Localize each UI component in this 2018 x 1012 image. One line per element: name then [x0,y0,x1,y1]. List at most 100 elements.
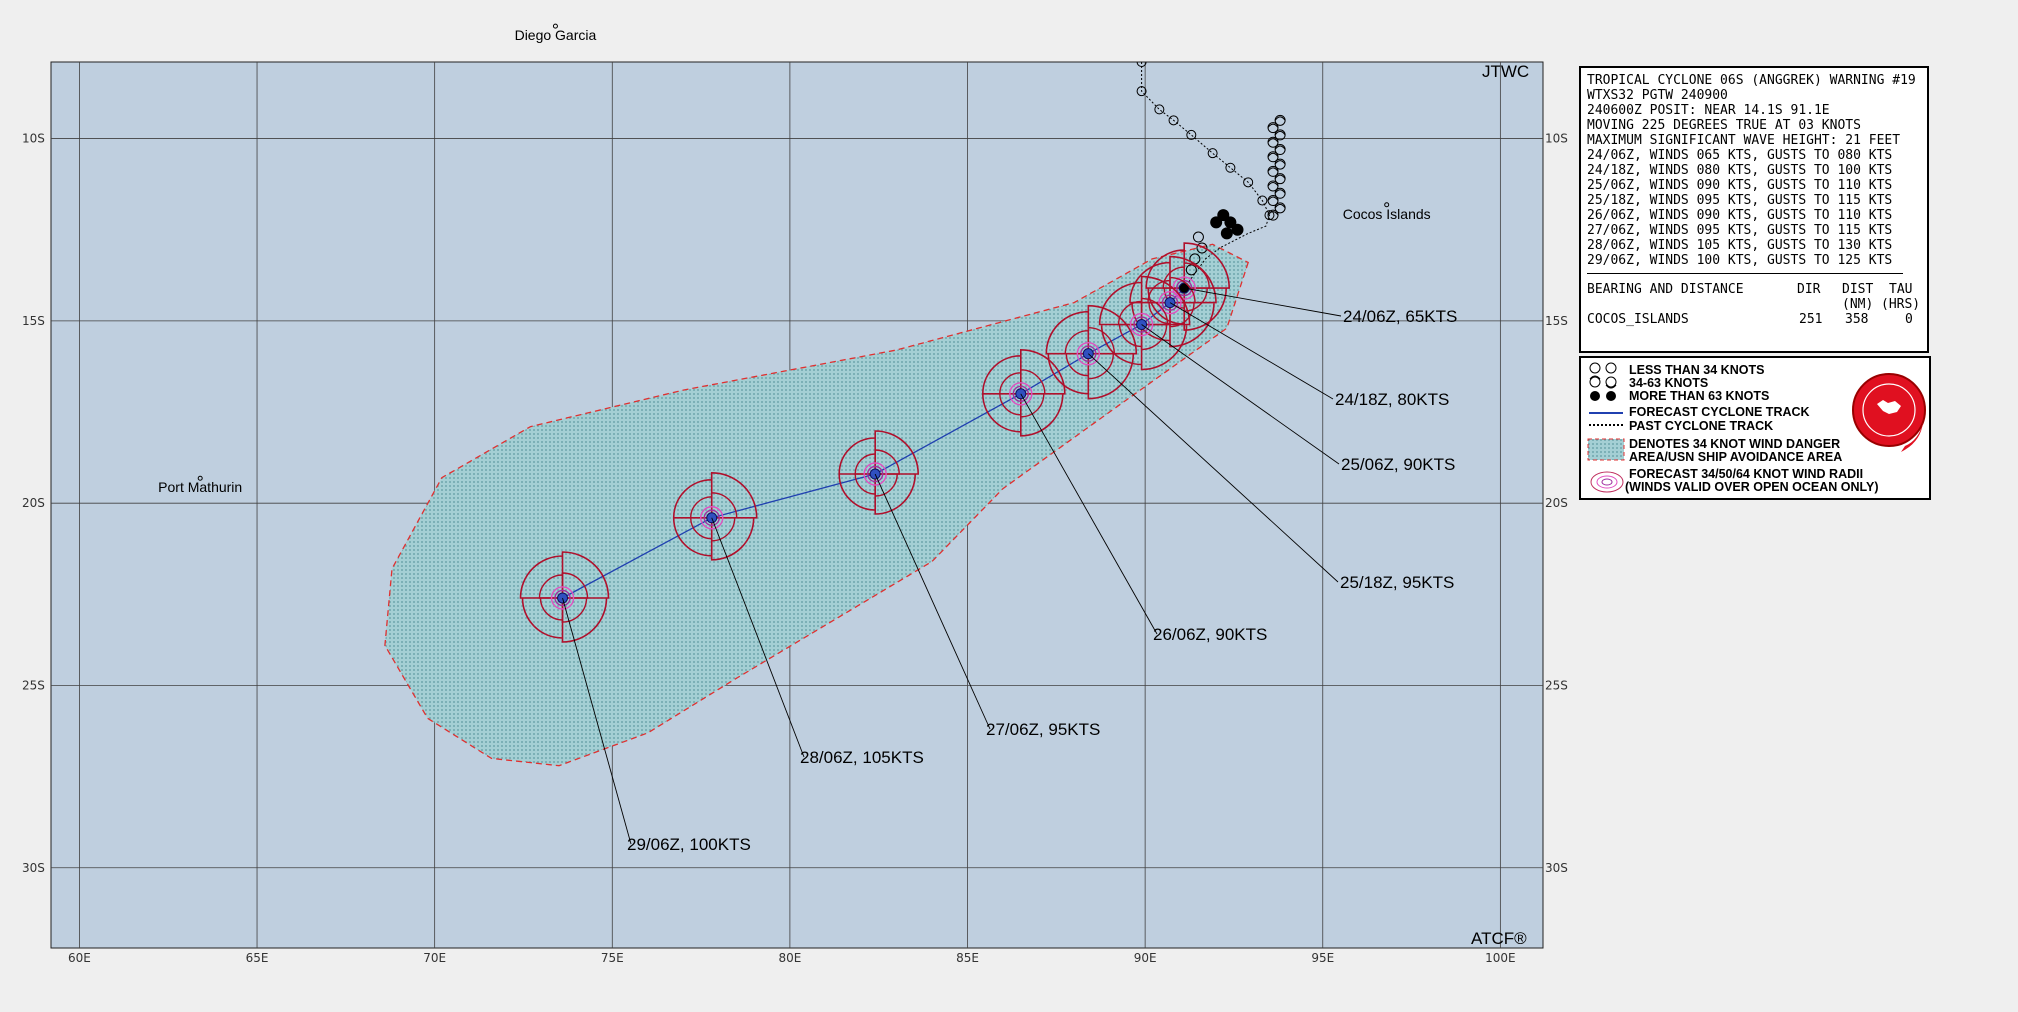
wind-radii-inner [1176,279,1193,297]
tau-header: TAU [1889,282,1913,297]
past-position-marker [1136,86,1147,97]
wind-radii-inner [703,509,720,526]
lon-tick-label: 95E [1311,951,1334,965]
dist-unit: (NM) [1842,297,1874,312]
lat-tick-label-right: 25S [1545,678,1568,692]
legend-item: PAST CYCLONE TRACK [1629,419,1774,433]
wind-radii-inner [866,465,884,483]
wind-radii-64kt [550,586,575,610]
lat-tick-label-left: 20S [22,496,45,510]
lat-tick-label-right: 10S [1545,132,1568,146]
wind-radii-34kt [1145,242,1231,331]
warning-line: 25/18Z, WINDS 095 KTS, GUSTS TO 115 KTS [1587,193,1893,208]
jtwc-credit: JTWC [1482,62,1529,81]
past-position-marker [1267,211,1279,216]
forecast-label: 29/06Z, 100KTS [627,835,751,854]
warning-line: MOVING 225 DEGREES TRUE AT 03 KNOTS [1587,118,1861,133]
past-position-marker [1210,216,1223,229]
wind-radii-inner [1012,385,1029,402]
past-position-marker [1185,264,1197,276]
lat-tick-label-right: 20S [1545,496,1568,510]
legend-item: AREA/USN SHIP AVOIDANCE AREA [1629,450,1843,464]
lon-tick-label: 70E [423,951,446,965]
bearing-row: COCOS_ISLANDS 251 358 0 [1587,312,1921,327]
lon-tick-label: 60E [68,951,91,965]
past-position-marker [1186,129,1197,140]
forecast-label-leader [1184,287,1342,317]
forecast-labels: 24/06Z, 65KTS 24/18Z, 80KTS 25/06Z, 90KTS 2… [562,287,1457,854]
divider [1587,273,1903,274]
forecast-label-leader [562,597,632,845]
place-dot [552,23,558,29]
legend-item: DENOTES 34 KNOT WIND DANGER [1629,437,1841,451]
legend-item: 34-63 KNOTS [1629,376,1709,390]
lat-tick-label-left: 25S [22,678,45,692]
jtwc-seal-icon [1852,373,1926,452]
lon-tick-label: 80E [778,951,801,965]
wind-radii-inner [554,589,571,607]
lon-tick-label: 90E [1134,951,1157,965]
forecast-label-leader [711,517,805,758]
warning-line: WTXS32 PGTW 240900 [1587,88,1728,103]
warning-line: 28/06Z, WINDS 105 KTS, GUSTS TO 130 KTS [1587,238,1893,253]
legend-item: MORE THAN 63 KNOTS [1629,389,1770,403]
warning-line: 24/18Z, WINDS 080 KTS, GUSTS TO 100 KTS [1587,163,1893,178]
wind-radii-34kt [1129,255,1217,348]
forecast-label-leader [1169,302,1334,400]
legend-box: LESS THAN 34 KNOTS 34-63 KNOTS MORE THAN 6… [1579,356,1931,500]
warning-line: TROPICAL CYCLONE 06S (ANGGREK) WARNING #… [1587,73,1916,88]
warning-info-box: TROPICAL CYCLONE 06S (ANGGREK) WARNING #… [1579,66,1929,353]
past-position-marker [1274,203,1286,209]
forecast-label: 25/18Z, 95KTS [1340,573,1454,592]
wind-radii-34kt [1098,275,1191,371]
lat-tick-label-left: 15S [22,314,45,328]
place-label: Diego Garcia [515,27,597,43]
lon-tick-label: 100E [1485,951,1516,965]
warning-line: 24/06Z, WINDS 065 KTS, GUSTS TO 080 KTS [1587,148,1893,163]
atcf-credit: ATCF® [1471,929,1527,948]
past-position-marker [1243,177,1254,188]
past-position-marker [1267,196,1279,201]
forecast-label-leader [874,473,991,730]
bearing-units: (NM) (HRS) [1587,297,1921,312]
forecast-label: 25/06Z, 90KTS [1341,455,1455,474]
past-position-marker [1274,145,1286,150]
place-dot [197,475,203,481]
lon-tick-label: 75E [601,951,624,965]
wind-radii-50kt [1147,276,1196,328]
place-label: Cocos Islands [1343,206,1431,222]
lat-tick-label-right: 30S [1545,861,1568,875]
wind-radii-icon [1590,471,1624,493]
warning-line: 26/06Z, WINDS 090 KTS, GUSTS TO 110 KTS [1587,208,1893,223]
past-position-marker [1225,162,1236,173]
axis-tick-labels: 60E 65E 70E 75E 80E 85E 90E 95E 100E 10S 10S 15S 15S… [22,132,1568,965]
lat-tick-label-left: 30S [22,861,45,875]
past-position-marker [1220,227,1233,240]
wind-radii-34kt [519,551,610,643]
past-position-marker [1267,167,1279,172]
past-position-marker [1274,116,1286,121]
warning-line: 240600Z POSIT: NEAR 14.1S 91.1E [1587,103,1830,118]
warning-line: MAXIMUM SIGNIFICANT WAVE HEIGHT: 21 FEET [1587,133,1901,148]
wind-radii-50kt [538,572,589,623]
forecast-label-leader [1141,324,1340,465]
past-position-marker [1274,174,1286,179]
forecast-label-leader [1020,393,1158,635]
lon-tick-label: 65E [246,951,269,965]
wind-radii-50kt [854,449,900,497]
legend-item: FORECAST CYCLONE TRACK [1629,405,1810,419]
lat-lon-grid [51,62,1543,948]
bearing-tau: 0 [1905,312,1913,327]
place-dot [1384,202,1390,208]
forecast-cyclone-track [562,287,1185,599]
wind-radii-64kt [1158,290,1182,315]
past-position-marker [1231,223,1244,236]
place-label: Port Mathurin [158,479,242,495]
warning-line: 29/06Z, WINDS 100 KTS, GUSTS TO 125 KTS [1587,253,1893,268]
wind-radii-34kt [1045,304,1138,400]
wind-radii-64kt [700,506,724,530]
past-position-marker [1274,189,1286,194]
warning-line: 25/06Z, WINDS 090 KTS, GUSTS TO 110 KTS [1587,178,1893,193]
wind-radii-64kt [863,462,887,486]
